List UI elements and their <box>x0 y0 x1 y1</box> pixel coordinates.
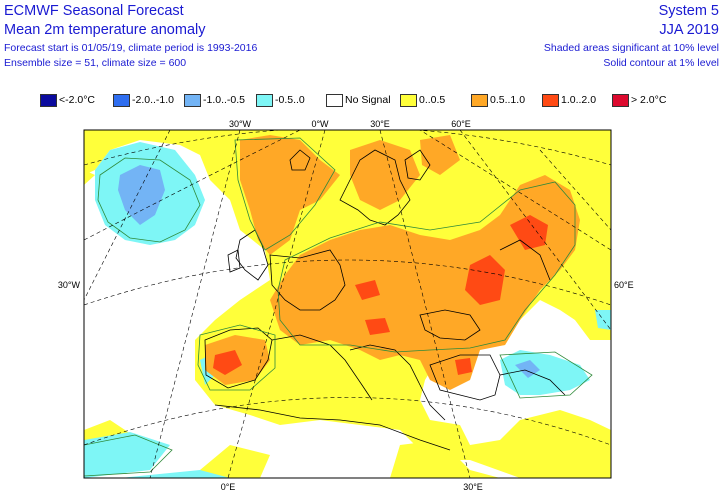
legend-label: 1.0..2.0 <box>561 94 597 106</box>
shaded-note: Shaded areas significant at 10% level <box>543 42 719 54</box>
legend-label: 0..0.5 <box>419 94 446 106</box>
legend-item: -2.0..-1.0 <box>113 92 174 108</box>
ensemble-info: Ensemble size = 51, climate size = 600 <box>4 57 187 69</box>
legend-swatch <box>256 93 273 107</box>
legend-item: 0..0.5 <box>400 92 445 108</box>
legend-swatch <box>40 93 57 107</box>
significance-contours <box>84 137 593 477</box>
map-frame <box>83 129 612 479</box>
legend-item: -0.5..0 <box>256 92 305 108</box>
legend-item: -1.0..-0.5 <box>184 92 245 108</box>
legend-swatch <box>326 93 343 107</box>
legend-item: <-2.0°C <box>40 92 95 108</box>
contour-note: Solid contour at 1% level <box>603 57 719 69</box>
label-top-60e: 60°E <box>451 119 471 129</box>
anomaly-neg1-neg0.5-area <box>118 165 165 225</box>
legend-label: > 2.0°C <box>631 94 667 106</box>
label-bottom-0e: 0°E <box>221 482 236 492</box>
legend-item: 0.5..1.0 <box>471 92 525 108</box>
legend-label: -0.5..0 <box>275 94 305 106</box>
legend-swatch <box>113 93 130 107</box>
label-right-60e: 60°E <box>614 280 634 290</box>
legend-item: 1.0..2.0 <box>542 92 596 108</box>
label-top-30e: 30°E <box>370 119 390 129</box>
legend-swatch <box>400 93 417 107</box>
season-label: JJA 2019 <box>659 22 719 38</box>
label-top-30w: 30°W <box>229 119 252 129</box>
forecast-subtitle: Mean 2m temperature anomaly <box>4 22 206 38</box>
graticule <box>84 130 611 478</box>
legend-label: -1.0..-0.5 <box>203 94 246 106</box>
label-top-0w: 0°W <box>311 119 329 129</box>
legend-swatch <box>542 93 559 107</box>
legend-item: > 2.0°C <box>612 92 666 108</box>
legend-swatch <box>471 93 488 107</box>
system-label: System 5 <box>658 3 719 19</box>
forecast-title: ECMWF Seasonal Forecast <box>4 3 184 19</box>
legend-swatch <box>612 93 629 107</box>
coastlines <box>204 149 566 451</box>
legend-item: No Signal <box>326 92 391 108</box>
label-left-30w: 30°W <box>58 280 81 290</box>
legend-label: No Signal <box>345 94 391 106</box>
label-bottom-30e: 30°E <box>463 482 483 492</box>
legend-label: <-2.0°C <box>59 94 96 106</box>
forecast-start-info: Forecast start is 01/05/19, climate peri… <box>4 42 258 54</box>
legend-swatch <box>184 93 201 107</box>
legend-label: 0.5..1.0 <box>490 94 526 106</box>
map-field <box>84 130 611 478</box>
legend-label: -2.0..-1.0 <box>132 94 175 106</box>
anomaly-1.0-2.0-areas <box>213 215 548 375</box>
